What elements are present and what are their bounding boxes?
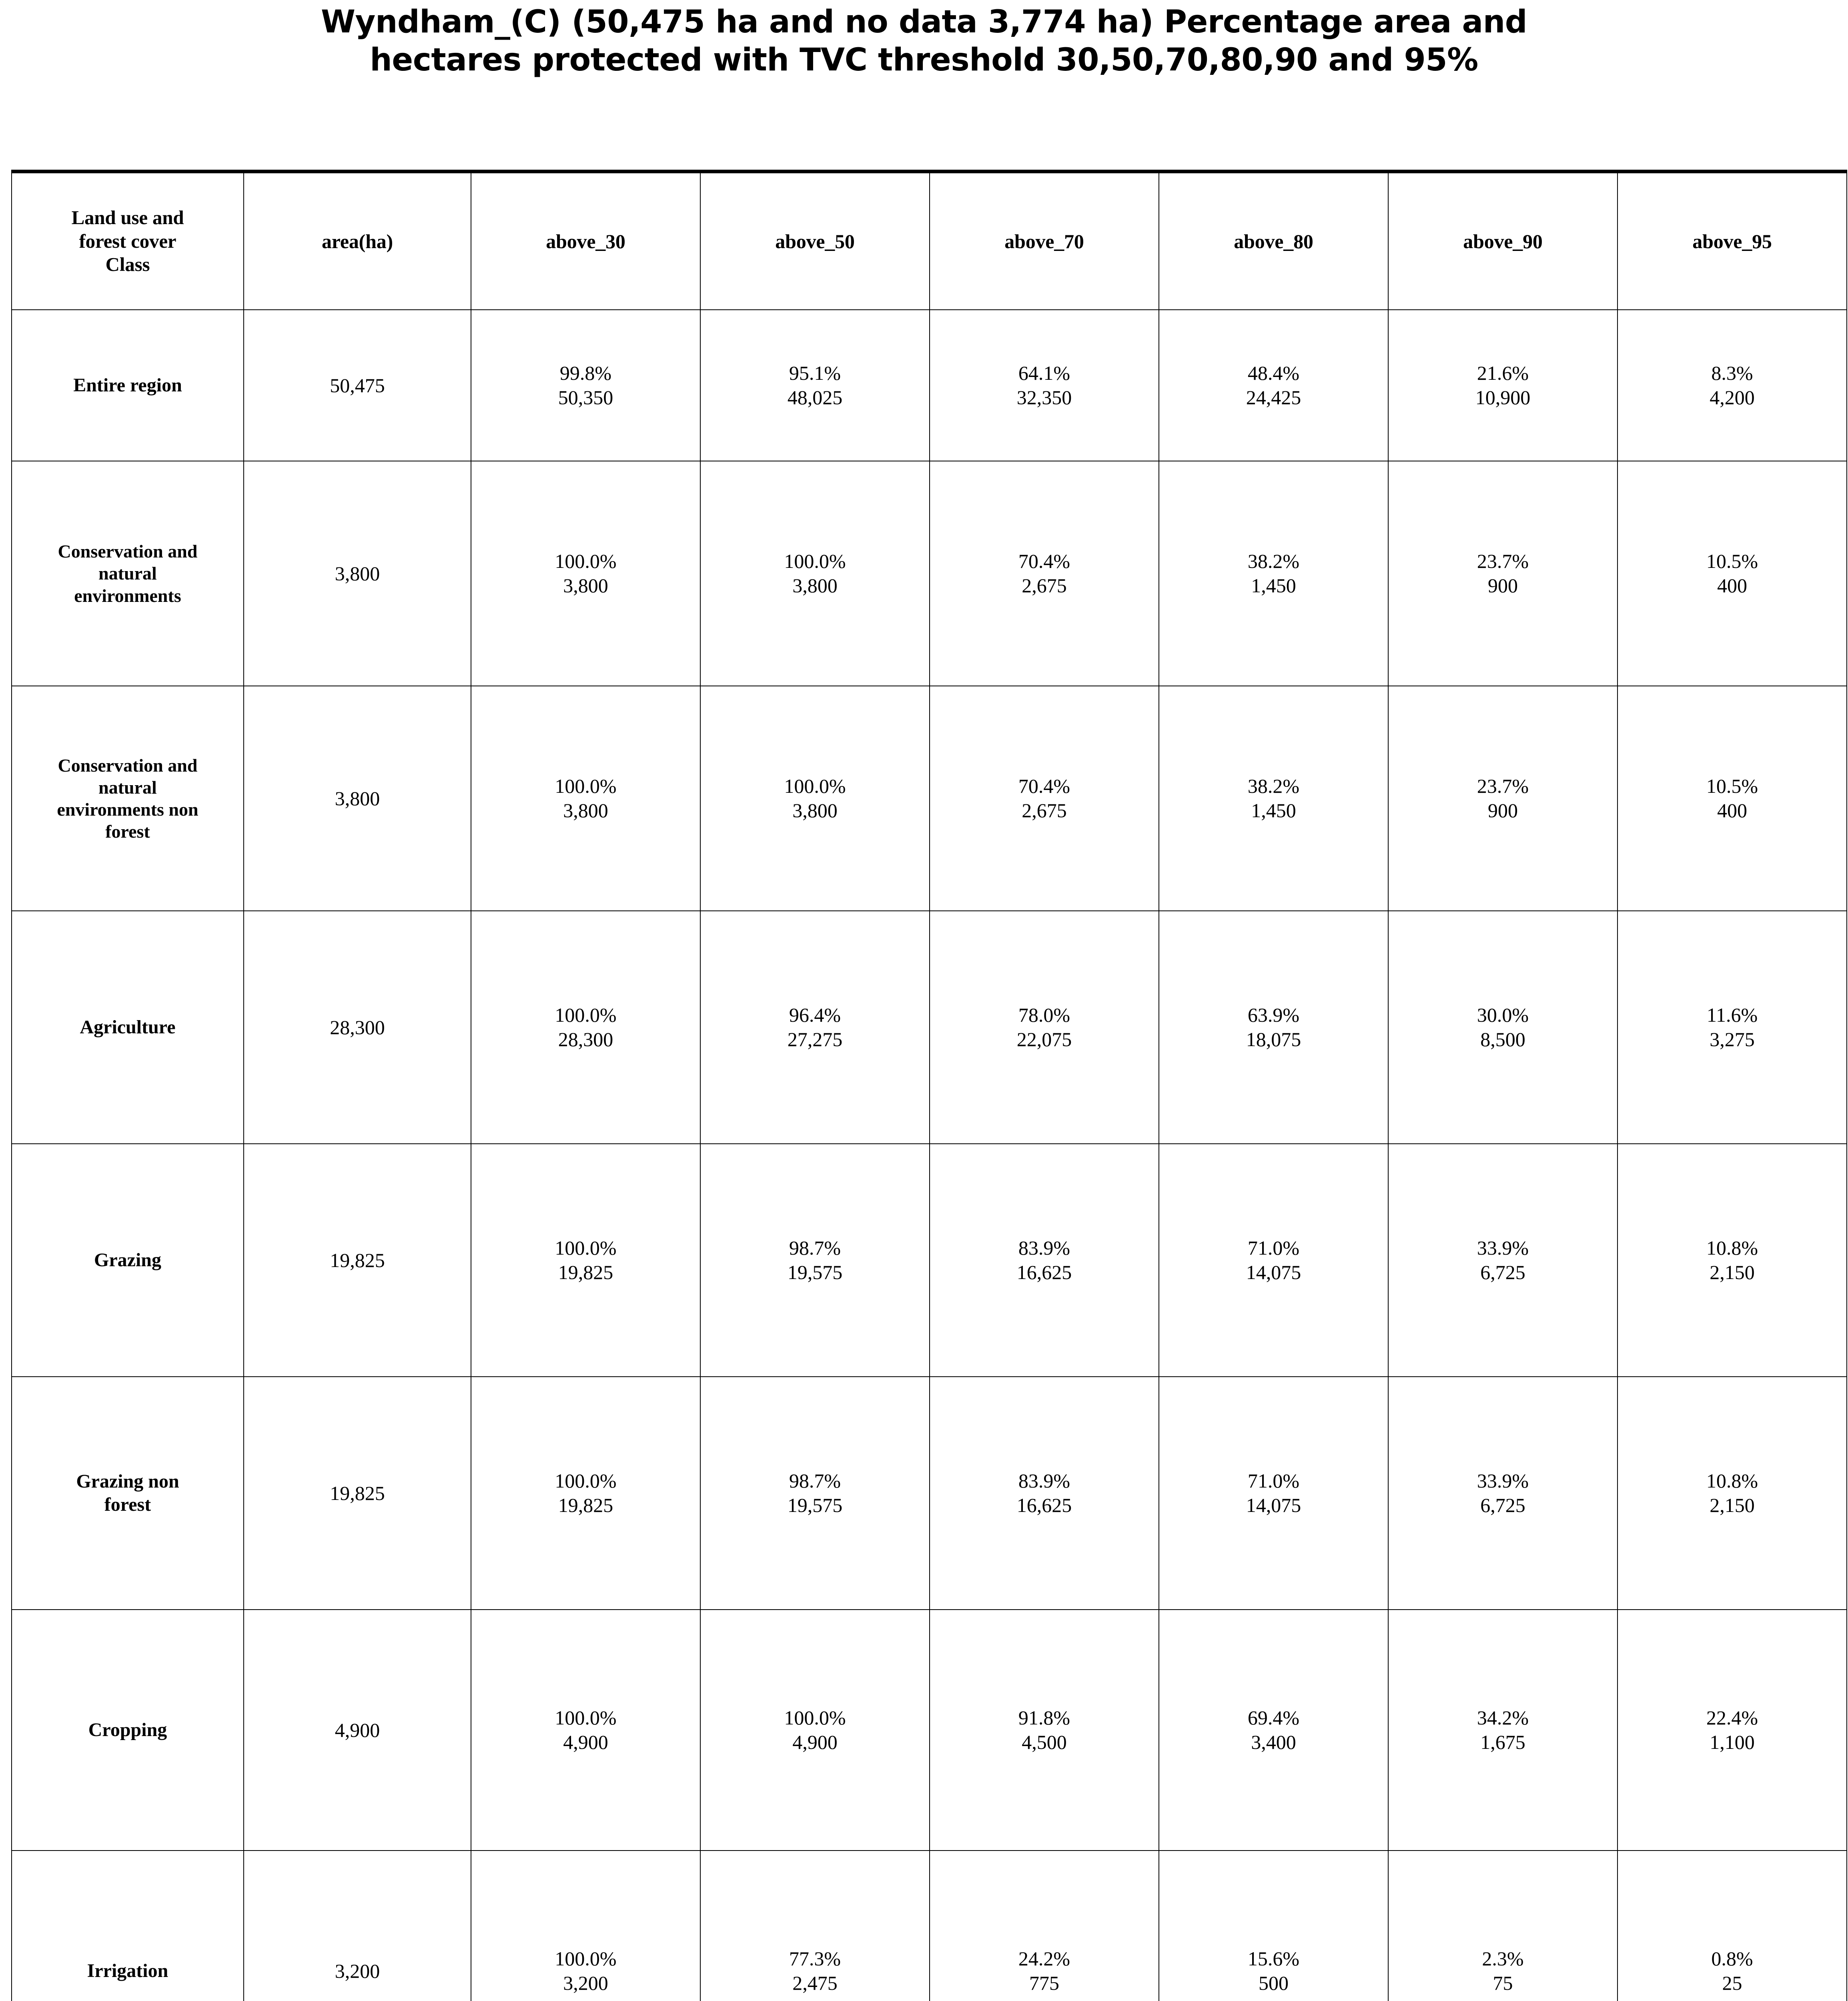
column-header-above-50: above_50 <box>700 171 930 310</box>
table-row: Conservation and natural environments 3,… <box>11 461 1847 686</box>
cell-area: 3,800 <box>243 461 471 686</box>
tvc-threshold-table: Land use and forest cover Class area(ha)… <box>11 170 1847 2001</box>
cell-area: 19,825 <box>243 1143 471 1377</box>
cell-above-95: 10.8% 2,150 <box>1617 1376 1847 1610</box>
page-title-line-2: hectares protected with TVC threshold 30… <box>370 42 1478 78</box>
tvc-threshold-table-container: Land use and forest cover Class area(ha)… <box>11 170 1847 2001</box>
cell-above-50: 96.4% 27,275 <box>700 910 930 1144</box>
cell-above-90: 30.0% 8,500 <box>1388 910 1618 1144</box>
cell-above-95: 8.3% 4,200 <box>1617 309 1847 461</box>
column-header-class-line-1: Land use and <box>71 206 184 229</box>
cell-above-70: 70.4% 2,675 <box>929 686 1159 911</box>
cell-above-30: 100.0% 4,900 <box>471 1609 701 1851</box>
cell-above-80: 69.4% 3,400 <box>1159 1609 1389 1851</box>
cell-above-70: 83.9% 16,625 <box>929 1143 1159 1377</box>
column-header-class-line-2: forest cover <box>79 230 176 252</box>
cell-above-80: 71.0% 14,075 <box>1159 1376 1389 1610</box>
cell-above-50: 98.7% 19,575 <box>700 1376 930 1610</box>
table-row: Conservation and natural environments no… <box>11 686 1847 911</box>
cell-above-30: 100.0% 3,800 <box>471 686 701 911</box>
cell-above-30: 99.8% 50,350 <box>471 309 701 461</box>
table-row: Irrigation 3,200 100.0% 3,200 77.3% 2,47… <box>11 1850 1847 2001</box>
cell-above-80: 71.0% 14,075 <box>1159 1143 1389 1377</box>
cell-above-95: 10.5% 400 <box>1617 461 1847 686</box>
cell-above-70: 91.8% 4,500 <box>929 1609 1159 1851</box>
cell-above-95: 0.8% 25 <box>1617 1850 1847 2001</box>
column-header-above-95: above_95 <box>1617 171 1847 310</box>
row-label-cropping: Cropping <box>11 1609 244 1851</box>
cell-above-70: 70.4% 2,675 <box>929 461 1159 686</box>
cell-area: 3,800 <box>243 686 471 911</box>
table-body: Entire region 50,475 99.8% 50,350 95.1% … <box>11 309 1847 2001</box>
cell-above-80: 48.4% 24,425 <box>1159 309 1389 461</box>
cell-above-80: 38.2% 1,450 <box>1159 461 1389 686</box>
table-row: Grazing 19,825 100.0% 19,825 98.7% 19,57… <box>11 1143 1847 1377</box>
row-label-entire-region: Entire region <box>11 309 244 461</box>
row-label-agriculture: Agriculture <box>11 910 244 1144</box>
cell-above-30: 100.0% 3,800 <box>471 461 701 686</box>
cell-above-70: 78.0% 22,075 <box>929 910 1159 1144</box>
cell-above-95: 22.4% 1,100 <box>1617 1609 1847 1851</box>
cell-above-90: 33.9% 6,725 <box>1388 1143 1618 1377</box>
cell-above-95: 10.8% 2,150 <box>1617 1143 1847 1377</box>
table-row: Grazing non forest 19,825 100.0% 19,825 … <box>11 1376 1847 1610</box>
table-row: Entire region 50,475 99.8% 50,350 95.1% … <box>11 309 1847 461</box>
cell-above-50: 100.0% 3,800 <box>700 686 930 911</box>
cell-above-50: 98.7% 19,575 <box>700 1143 930 1377</box>
cell-above-90: 23.7% 900 <box>1388 461 1618 686</box>
cell-above-80: 15.6% 500 <box>1159 1850 1389 2001</box>
column-header-class: Land use and forest cover Class <box>11 171 244 310</box>
column-header-above-30: above_30 <box>471 171 701 310</box>
cell-above-30: 100.0% 19,825 <box>471 1143 701 1377</box>
row-label-conservation-natural-environments-non-forest: Conservation and natural environments no… <box>11 686 244 911</box>
table-row: Agriculture 28,300 100.0% 28,300 96.4% 2… <box>11 910 1847 1144</box>
table-row: Cropping 4,900 100.0% 4,900 100.0% 4,900… <box>11 1609 1847 1851</box>
column-header-above-70: above_70 <box>929 171 1159 310</box>
cell-above-90: 21.6% 10,900 <box>1388 309 1618 461</box>
cell-above-95: 10.5% 400 <box>1617 686 1847 911</box>
cell-above-90: 2.3% 75 <box>1388 1850 1618 2001</box>
cell-above-80: 38.2% 1,450 <box>1159 686 1389 911</box>
cell-above-90: 33.9% 6,725 <box>1388 1376 1618 1610</box>
row-label-irrigation: Irrigation <box>11 1850 244 2001</box>
cell-area: 4,900 <box>243 1609 471 1851</box>
cell-area: 28,300 <box>243 910 471 1144</box>
column-header-above-90: above_90 <box>1388 171 1618 310</box>
cell-above-50: 95.1% 48,025 <box>700 309 930 461</box>
table-header: Land use and forest cover Class area(ha)… <box>11 171 1847 310</box>
row-label-grazing-non-forest: Grazing non forest <box>11 1376 244 1610</box>
cell-above-30: 100.0% 19,825 <box>471 1376 701 1610</box>
cell-above-30: 100.0% 3,200 <box>471 1850 701 2001</box>
cell-above-50: 100.0% 4,900 <box>700 1609 930 1851</box>
row-label-grazing: Grazing <box>11 1143 244 1377</box>
column-header-above-80: above_80 <box>1159 171 1389 310</box>
page-title: Wyndham_(C) (50,475 ha and no data 3,774… <box>0 0 1848 79</box>
cell-area: 3,200 <box>243 1850 471 2001</box>
cell-above-50: 77.3% 2,475 <box>700 1850 930 2001</box>
cell-above-50: 100.0% 3,800 <box>700 461 930 686</box>
cell-area: 19,825 <box>243 1376 471 1610</box>
cell-above-95: 11.6% 3,275 <box>1617 910 1847 1144</box>
cell-above-80: 63.9% 18,075 <box>1159 910 1389 1144</box>
column-header-area: area(ha) <box>243 171 471 310</box>
cell-above-70: 64.1% 32,350 <box>929 309 1159 461</box>
column-header-class-line-3: Class <box>105 253 150 276</box>
cell-above-90: 34.2% 1,675 <box>1388 1609 1618 1851</box>
cell-above-70: 24.2% 775 <box>929 1850 1159 2001</box>
cell-above-30: 100.0% 28,300 <box>471 910 701 1144</box>
cell-area: 50,475 <box>243 309 471 461</box>
cell-above-70: 83.9% 16,625 <box>929 1376 1159 1610</box>
row-label-conservation-natural-environments: Conservation and natural environments <box>11 461 244 686</box>
cell-above-90: 23.7% 900 <box>1388 686 1618 911</box>
table-header-row: Land use and forest cover Class area(ha)… <box>11 171 1847 310</box>
page-title-line-1: Wyndham_(C) (50,475 ha and no data 3,774… <box>321 4 1527 40</box>
